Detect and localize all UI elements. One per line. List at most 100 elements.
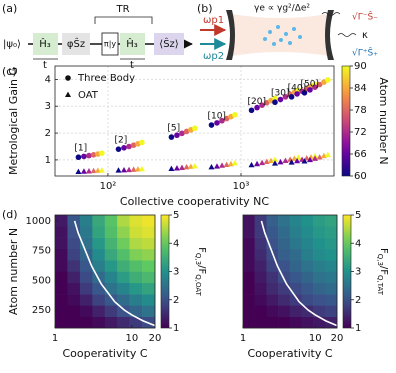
heatmap-cell [129, 316, 143, 329]
heatmap-cell [142, 215, 156, 227]
heatmap-cell [313, 316, 326, 329]
heatmap-cell [254, 305, 267, 317]
colorbar-tick-label: 90 [354, 61, 367, 72]
colorbar-tick-label: 5 [173, 210, 179, 221]
heatmap-cell [278, 260, 291, 272]
heatmap-cell [67, 260, 81, 272]
circle-point [294, 91, 300, 97]
heatmap-cell [289, 271, 302, 284]
y-tick-label: 3 [45, 101, 51, 112]
colorbar-tick-label: 5 [355, 210, 361, 221]
heatmap-cell [278, 294, 291, 306]
legend-label: Three Body [77, 73, 135, 84]
panel-label: (b) [197, 2, 213, 15]
heatmap-cell [79, 316, 93, 329]
colorbar-tick-label: 2 [173, 295, 179, 306]
heatmap-cell [117, 316, 130, 329]
heatmap-cell [104, 282, 118, 295]
colorbar-tick-label: 72 [354, 127, 367, 138]
triangle-point [80, 168, 87, 174]
box [120, 33, 145, 55]
x-tick-label: 20 [149, 333, 162, 344]
triangle-point [75, 168, 82, 174]
heatmap-cell [117, 215, 130, 227]
heatmap-cell [266, 260, 279, 272]
triangle-point [191, 162, 198, 169]
mirror [325, 10, 334, 60]
triangle-point [306, 156, 313, 163]
wavy [321, 12, 341, 16]
heatmap-cell [55, 260, 68, 272]
colorbar-label-part: Q,3 [376, 254, 384, 266]
colorbar-tick-label: 1 [355, 323, 361, 334]
heatmap-cell [79, 271, 93, 284]
heatmap-cell [243, 248, 255, 261]
panel-a: (a) |ψ₀⟩ Ĥ₃ φŜz π|y Ĥ₃ ⟨Ŝz⟩ TR t t [2, 2, 193, 71]
heatmap-cell [142, 248, 156, 261]
heatmap-cell [243, 271, 255, 284]
heatmap-cell [278, 282, 291, 295]
panel-b: (b) ωp1 ωp2 γe ∝ γg²/Δe² √Γ⁻Ŝ₋ κ √Γ⁺Ŝ₊ [197, 2, 378, 62]
threshold-curve [260, 220, 338, 327]
heatmap-cell [104, 294, 118, 306]
heatmap-cell [79, 305, 93, 317]
heatmap-cell [243, 316, 255, 329]
triangle-point [294, 157, 301, 164]
heatmap-cell [92, 248, 106, 261]
heatmap-cell [324, 237, 338, 250]
box-text: ⟨Ŝz⟩ [159, 37, 178, 50]
heatmap-cell [142, 260, 156, 272]
heatmap-cell [92, 226, 106, 238]
annotation: [50] [300, 79, 318, 89]
heatmap-cell [313, 305, 326, 317]
heatmap-cell [313, 237, 326, 250]
atoms [263, 25, 302, 46]
heatmap-cell [324, 305, 338, 317]
circle-point [174, 132, 180, 139]
triangle-point [85, 168, 92, 174]
colorbar-label-part: Q,3 [194, 253, 202, 265]
heatmap-cell [67, 248, 81, 261]
x-tick-label: 1 [240, 333, 246, 344]
y-tick-label: 2 [45, 128, 51, 139]
heatmap-cell [301, 215, 314, 227]
heatmap-cell [117, 305, 130, 317]
triangle-point [259, 159, 266, 166]
heatmap-cell [313, 294, 326, 306]
heatmap-cell [266, 282, 279, 295]
heatmap-cell [117, 282, 130, 295]
triangle-point [295, 154, 302, 160]
pump-label: ωp1 [203, 15, 224, 26]
circle-point [254, 104, 260, 111]
triangle-point [301, 158, 308, 164]
circle-point [259, 102, 265, 108]
triangle-point [178, 164, 185, 170]
annotation: [2] [114, 136, 127, 146]
circle-point [316, 81, 323, 88]
circle-point [282, 94, 289, 100]
heatmap-cell [278, 237, 291, 250]
colorbar [341, 65, 351, 177]
heatmap-cell [142, 294, 156, 306]
heatmap-cell [278, 226, 291, 238]
annotation: [10] [207, 112, 225, 122]
heatmap-cell [67, 271, 81, 284]
triangle-point [130, 166, 137, 172]
circle-point [183, 128, 190, 135]
x-tick-label: 10³ [233, 181, 250, 192]
circle-point [214, 120, 220, 126]
triangle-point [312, 155, 319, 161]
heatmap-cell [278, 316, 291, 329]
heatmap-cell [129, 226, 143, 238]
output: κ [362, 30, 368, 41]
triangle-point [138, 165, 145, 172]
heatmap-cell [243, 305, 255, 317]
heatmap-cell [254, 226, 267, 238]
heatmap-cell [55, 282, 68, 295]
x-tick-label: 1 [52, 333, 58, 344]
bracket [94, 16, 153, 24]
heatmap-cell [301, 226, 314, 238]
heatmap-cell [243, 215, 255, 227]
heatmap-cell [55, 305, 68, 317]
